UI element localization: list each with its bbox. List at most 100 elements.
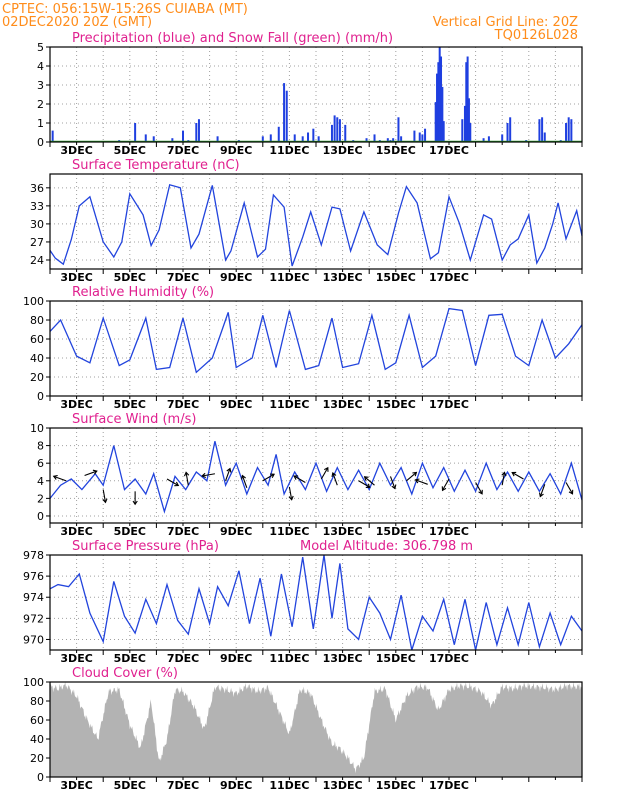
precip-bar: [565, 123, 568, 142]
precip-bar: [152, 136, 155, 142]
precip-bar: [469, 123, 472, 142]
wind-vector-head: [412, 471, 418, 477]
wind-vector-shaft: [475, 482, 483, 495]
rh-xtick-label: 13DEC: [323, 398, 363, 411]
precip-xtick-label: 9DEC: [220, 144, 252, 157]
precip-bar: [538, 119, 541, 142]
precip-bar: [543, 132, 546, 142]
wind-ytick-label: 10: [30, 422, 44, 435]
precip-bar: [386, 138, 389, 142]
cloud-ytick-label: 0: [37, 771, 44, 784]
temp-xtick-label: 15DEC: [376, 271, 416, 284]
precip-bar: [283, 83, 286, 142]
wind-vector-shaft: [406, 472, 417, 482]
precip-bar: [465, 62, 468, 143]
wind-vector: [240, 474, 248, 489]
cloud-ytick-label: 100: [23, 676, 44, 689]
precip-bar: [197, 119, 200, 142]
pressure-ytick-label: 978: [23, 549, 44, 562]
wind-vector-head: [52, 474, 58, 480]
precip-bar: [506, 123, 509, 142]
rh-ytick-label: 0: [37, 390, 44, 403]
rh-ytick-label: 80: [30, 314, 44, 327]
precip-bar: [436, 73, 439, 142]
wind-ytick-label: 0: [37, 510, 44, 523]
wind-panel: 0 2 4 6 8 10 3DEC 5DEC 7DEC 9DEC 11DEC 13DEC 15DEC 17…: [30, 422, 583, 538]
header-run-time: 02DEC2020 20Z (GMT): [2, 15, 152, 30]
temp-xtick-label: 11DEC: [269, 271, 309, 284]
wind-vector: [132, 491, 138, 506]
pressure-line: [49, 554, 583, 651]
precip-ytick-label: 3: [37, 79, 44, 92]
precip-bar: [392, 138, 395, 142]
wind-vector-head: [270, 473, 276, 479]
temp-xtick-label: 13DEC: [323, 271, 363, 284]
precip-bar: [487, 136, 490, 142]
cloud-ytick-label: 60: [30, 714, 44, 727]
temp-xtick-label: 9DEC: [220, 271, 252, 284]
wind-vector-head: [240, 474, 246, 480]
pressure-ytick-label: 974: [23, 591, 44, 604]
rh-ytick-label: 20: [30, 371, 44, 384]
pressure-model-altitude: Model Altitude: 306.798 m: [300, 539, 473, 554]
wind-vector-head: [511, 471, 517, 477]
wind-xtick-label: 5DEC: [114, 525, 146, 538]
wind-vector: [511, 471, 524, 480]
wind-vector-shaft: [293, 475, 306, 484]
precip-bar: [330, 124, 333, 142]
wind-vector: [320, 466, 329, 480]
precip-bar: [144, 134, 147, 142]
cloud-xtick-label: 5DEC: [114, 779, 146, 792]
precip-bar: [301, 136, 304, 142]
wind-vector: [501, 471, 507, 486]
wind-vector-head: [92, 469, 98, 475]
precip-bar: [51, 130, 54, 142]
pressure-title: Surface Pressure (hPa): [72, 539, 219, 554]
wind-vector: [166, 478, 180, 487]
cloud-cover-area: [50, 682, 582, 777]
temp-ytick-label: 30: [30, 218, 44, 231]
wind-vector-shaft: [442, 478, 450, 491]
cloud-panel: 0 20 40 60 80 100 3DEC 5DEC 7DEC 9DEC 11DEC 13DEC 15…: [23, 676, 583, 792]
wind-vector-shaft: [415, 479, 428, 485]
rh-xtick-label: 11DEC: [269, 398, 309, 411]
wind-vector-shaft: [202, 473, 216, 477]
wind-xtick-label: 3DEC: [60, 525, 92, 538]
wind-vector-shaft: [389, 476, 396, 489]
wind-vector-head: [414, 478, 420, 484]
wind-vector-shaft: [225, 468, 231, 481]
wind-xtick-label: 7DEC: [167, 525, 199, 538]
header-grid-line: Vertical Grid Line: 20Z: [433, 15, 578, 30]
wind-vector-head: [363, 476, 369, 481]
cloud-xtick-label: 7DEC: [167, 779, 199, 792]
temp-title: Surface Temperature (nC): [72, 158, 240, 173]
wind-vector: [293, 475, 306, 484]
pressure-xtick-label: 3DEC: [60, 652, 92, 665]
wind-vector-shaft: [565, 482, 574, 495]
precip-xtick-label: 13DEC: [323, 144, 363, 157]
cloud-xtick-label: 13DEC: [323, 779, 363, 792]
precip-bar: [418, 132, 421, 142]
rh-ytick-label: 100: [23, 295, 44, 308]
rh-xtick-label: 3DEC: [60, 398, 92, 411]
temp-ytick-label: 36: [30, 182, 44, 195]
pressure-panel: 970 972 974 976 978 3DEC 5DEC 7DEC 9DEC 11DEC 13DE…: [23, 549, 583, 665]
cloud-ytick-label: 20: [30, 752, 44, 765]
rh-line: [49, 307, 583, 374]
wind-vector-shaft: [166, 478, 179, 486]
pressure-ytick-label: 972: [23, 612, 44, 625]
precip-bar: [312, 128, 315, 142]
precip-bar: [466, 56, 469, 142]
rh-xtick-label: 5DEC: [114, 398, 146, 411]
wind-ytick-label: 8: [37, 440, 44, 453]
temp-xtick-label: 5DEC: [114, 271, 146, 284]
wind-vector-shaft: [262, 473, 275, 482]
precip-bar: [482, 138, 485, 142]
temp-ytick-label: 33: [30, 200, 44, 213]
wind-ytick-label: 6: [37, 457, 44, 470]
precip-bar: [463, 105, 466, 142]
precip-bar: [400, 136, 403, 142]
precip-panel: 0 1 2 3 4 5 3DEC 5DEC 7DEC 9DEC 11DEC 13DEC 15DEC 17D…: [37, 41, 583, 157]
precip-bar: [373, 134, 376, 142]
wind-line: [49, 441, 583, 514]
